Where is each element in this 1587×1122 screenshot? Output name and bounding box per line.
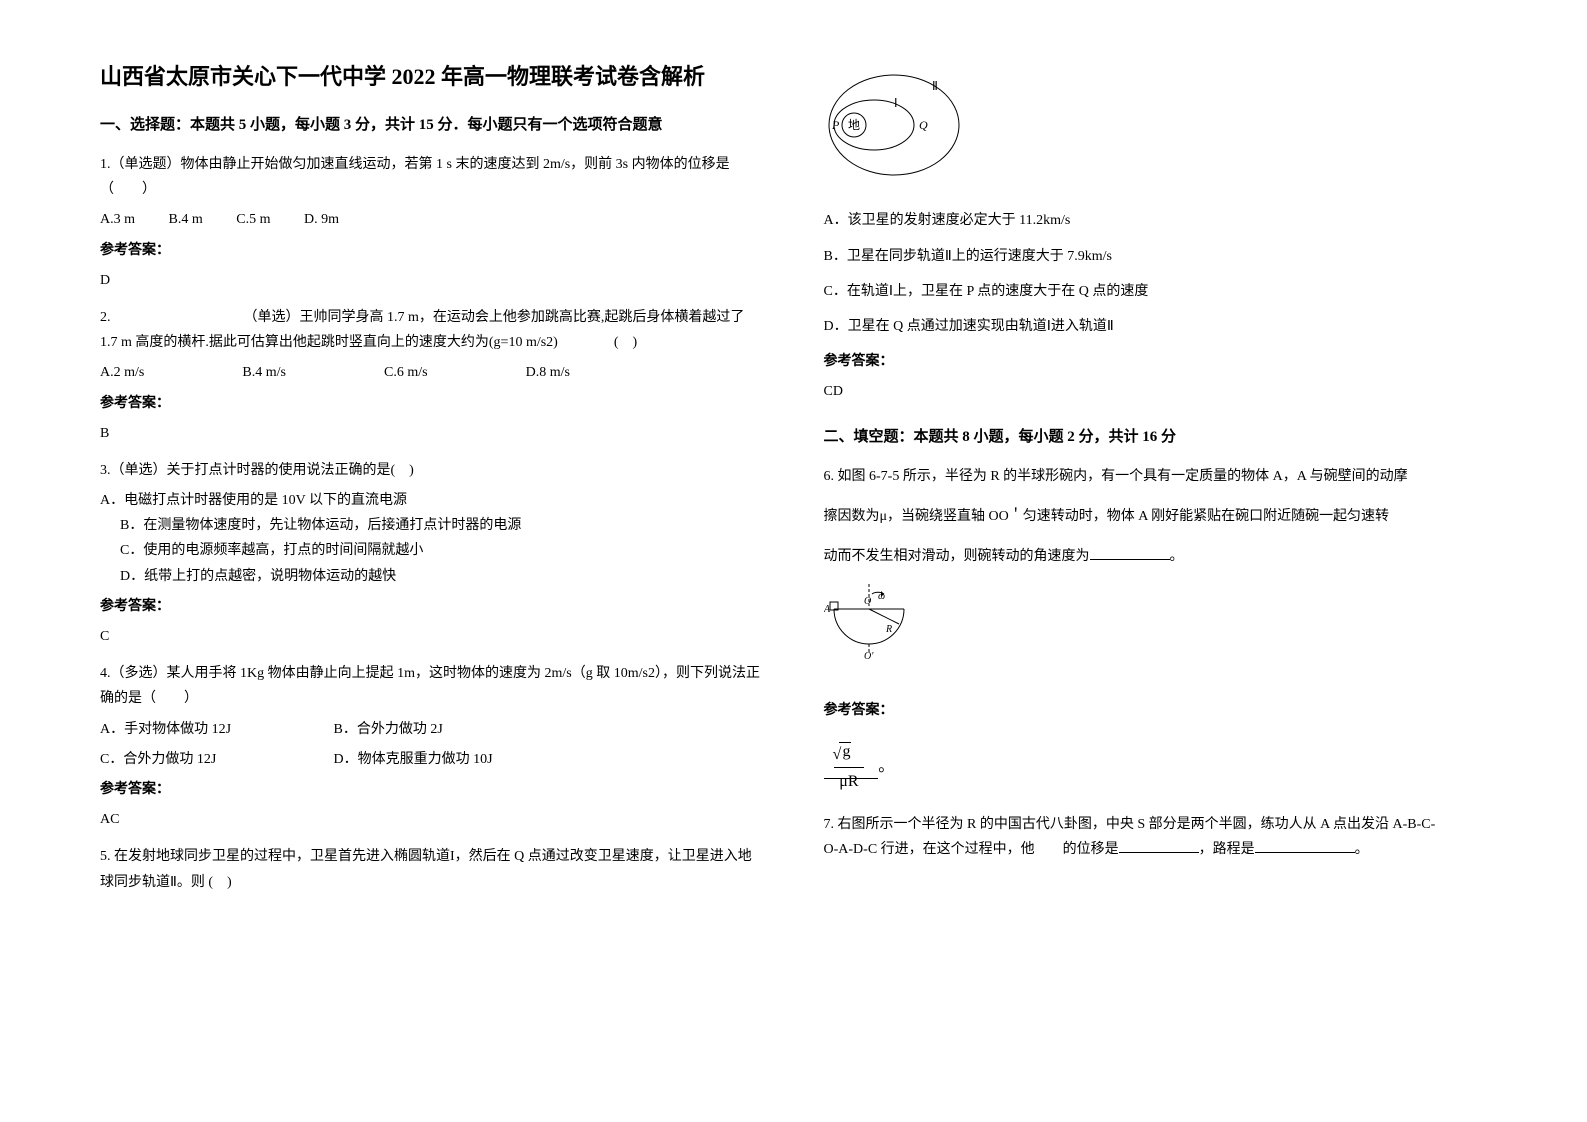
section-1-header: 一、选择题：本题共 5 小题，每小题 3 分，共计 15 分．每小题只有一个选项… bbox=[100, 113, 764, 137]
section-2-header: 二、填空题：本题共 8 小题，每小题 2 分，共计 16 分 bbox=[824, 425, 1488, 449]
r-label: R bbox=[885, 624, 892, 635]
question-6: 6. 如图 6-7-5 所示，半径为 R 的半球形碗内，有一个具有一定质量的物体… bbox=[824, 464, 1488, 798]
q2-options: A.2 m/s B.4 m/s C.6 m/s D.8 m/s bbox=[100, 360, 600, 385]
q7-text2-mid: ，路程是 bbox=[1199, 842, 1255, 857]
q3-opt-d: D．纸带上打的点越密，说明物体运动的越快 bbox=[100, 564, 764, 589]
q7-text1: 7. 右图所示一个半径为 R 的中国古代八卦图，中央 S 部分是两个半圆，练功人… bbox=[824, 812, 1488, 837]
right-column: 地 P Q Ⅰ Ⅱ A．该卫星的发射速度必定大于 11.2km/s B．卫星在同… bbox=[824, 60, 1488, 1062]
q3-answer-label: 参考答案： bbox=[100, 594, 764, 619]
q6-text3-wrap: 动而不发生相对滑动，则碗转动的角速度为 。 bbox=[824, 544, 1488, 569]
q1-answer-label: 参考答案： bbox=[100, 238, 764, 263]
q3-text: 3.（单选）关于打点计时器的使用说法正确的是( ) bbox=[100, 458, 764, 483]
q5-opt-c: C．在轨道Ⅰ上，卫星在 P 点的速度大于在 Q 点的速度 bbox=[824, 279, 1488, 304]
q4-answer: AC bbox=[100, 807, 764, 832]
q4-options-row2: C．合外力做功 12J D．物体克服重力做功 10J bbox=[100, 747, 764, 772]
q1-text: 1.（单选题）物体由静止开始做匀加速直线运动，若第 1 s 末的速度达到 2m/… bbox=[100, 152, 764, 202]
q4-answer-label: 参考答案： bbox=[100, 777, 764, 802]
left-column: 山西省太原市关心下一代中学 2022 年高一物理联考试卷含解析 一、选择题：本题… bbox=[100, 60, 764, 1062]
question-7: 7. 右图所示一个半径为 R 的中国古代八卦图，中央 S 部分是两个半圆，练功人… bbox=[824, 812, 1488, 862]
q2-answer-label: 参考答案： bbox=[100, 391, 764, 416]
q1-answer: D bbox=[100, 268, 764, 293]
q7-blank2 bbox=[1255, 839, 1355, 853]
q3-opt-a: A．电磁打点计时器使用的是 10V 以下的直流电源 bbox=[100, 488, 764, 513]
q7-text2-end: 。 bbox=[1355, 842, 1369, 857]
p-label: P bbox=[831, 118, 840, 132]
q2-opt-c: C.6 m/s bbox=[384, 360, 428, 385]
orbit-1-label: Ⅰ bbox=[894, 96, 898, 110]
q4-opt-b: B．合外力做功 2J bbox=[334, 722, 443, 737]
q6-formula-num: g√ bbox=[834, 738, 865, 768]
q2-opt-a: A.2 m/s bbox=[100, 360, 144, 385]
q6-answer-label: 参考答案： bbox=[824, 698, 1488, 723]
q6-formula-end: 。 bbox=[878, 758, 894, 775]
oprime-label: O' bbox=[864, 651, 874, 662]
question-4: 4.（多选）某人用手将 1Kg 物体由静止向上提起 1m，这时物体的速度为 2m… bbox=[100, 661, 764, 832]
q2-answer: B bbox=[100, 421, 764, 446]
q6-formula: g√ μR 。 bbox=[824, 738, 1488, 797]
q2-text: 2. （单选）王帅同学身高 1.7 m，在运动会上他参加跳高比赛,起跳后身体横着… bbox=[100, 305, 764, 355]
q5-answer: CD bbox=[824, 379, 1488, 404]
q4-text: 4.（多选）某人用手将 1Kg 物体由静止向上提起 1m，这时物体的速度为 2m… bbox=[100, 661, 764, 711]
q3-answer: C bbox=[100, 624, 764, 649]
q2-opt-b: B.4 m/s bbox=[242, 360, 286, 385]
question-5: 5. 在发射地球同步卫星的过程中，卫星首先进入椭圆轨道I，然后在 Q 点通过改变… bbox=[100, 844, 764, 894]
q4-opt-a: A．手对物体做功 12J bbox=[100, 717, 300, 742]
q4-opt-d: D．物体克服重力做功 10J bbox=[334, 752, 493, 767]
a-label: A bbox=[824, 604, 831, 615]
orbit-2-label: Ⅱ bbox=[932, 79, 938, 93]
q6-text1: 6. 如图 6-7-5 所示，半径为 R 的半球形碗内，有一个具有一定质量的物体… bbox=[824, 464, 1488, 489]
q1-opt-d: D. 9m bbox=[304, 212, 339, 227]
q6-formula-den: μR bbox=[834, 768, 865, 797]
orbit-diagram: 地 P Q Ⅰ Ⅱ bbox=[824, 70, 1488, 188]
question-5-continued: A．该卫星的发射速度必定大于 11.2km/s B．卫星在同步轨道Ⅱ上的运行速度… bbox=[824, 208, 1488, 404]
q5-opt-a: A．该卫星的发射速度必定大于 11.2km/s bbox=[824, 208, 1488, 233]
q6-text3: 动而不发生相对滑动，则碗转动的角速度为 bbox=[824, 549, 1090, 564]
q4-options-row1: A．手对物体做功 12J B．合外力做功 2J bbox=[100, 717, 764, 742]
q6-text2: 擦因数为μ，当碗绕竖直轴 OO＇匀速转动时，物体 A 刚好能紧贴在碗口附近随碗一… bbox=[824, 504, 1488, 529]
q4-opt-c: C．合外力做功 12J bbox=[100, 747, 300, 772]
q6-text3-end: 。 bbox=[1170, 549, 1184, 564]
q3-opt-c: C．使用的电源频率越高，打点的时间间隔就越小 bbox=[100, 538, 764, 563]
q5-opt-b: B．卫星在同步轨道Ⅱ上的运行速度大于 7.9km/s bbox=[824, 244, 1488, 269]
q7-text2: O-A-D-C 行进，在这个过程中，他 的位移是 bbox=[824, 842, 1119, 857]
q-label: Q bbox=[919, 118, 928, 132]
q1-opt-c: C.5 m bbox=[236, 212, 270, 227]
question-1: 1.（单选题）物体由静止开始做匀加速直线运动，若第 1 s 末的速度达到 2m/… bbox=[100, 152, 764, 293]
q3-opt-b: B．在测量物体速度时，先让物体运动，后接通打点计时器的电源 bbox=[100, 513, 764, 538]
question-2: 2. （单选）王帅同学身高 1.7 m，在运动会上他参加跳高比赛,起跳后身体横着… bbox=[100, 305, 764, 446]
q7-blank1 bbox=[1119, 839, 1199, 853]
earth-label: 地 bbox=[847, 118, 859, 132]
q6-blank bbox=[1090, 546, 1170, 560]
q5-opt-d: D．卫星在 Q 点通过加速实现由轨道Ⅰ进入轨道Ⅱ bbox=[824, 314, 1488, 339]
bowl-diagram: A O R O' ω bbox=[824, 584, 1488, 683]
q7-text2-wrap: O-A-D-C 行进，在这个过程中，他 的位移是 ，路程是 。 bbox=[824, 837, 1488, 862]
q5-answer-label: 参考答案： bbox=[824, 349, 1488, 374]
o-label: O bbox=[864, 596, 871, 607]
q5-text: 5. 在发射地球同步卫星的过程中，卫星首先进入椭圆轨道I，然后在 Q 点通过改变… bbox=[100, 844, 764, 894]
q2-opt-d: D.8 m/s bbox=[526, 360, 570, 385]
document-title: 山西省太原市关心下一代中学 2022 年高一物理联考试卷含解析 bbox=[100, 60, 764, 93]
q6-fraction: g√ μR bbox=[834, 738, 865, 797]
question-3: 3.（单选）关于打点计时器的使用说法正确的是( ) A．电磁打点计时器使用的是 … bbox=[100, 458, 764, 649]
q1-opt-b: B.4 m bbox=[169, 212, 203, 227]
q1-opt-a: A.3 m bbox=[100, 212, 135, 227]
q1-options: A.3 m B.4 m C.5 m D. 9m bbox=[100, 207, 764, 232]
